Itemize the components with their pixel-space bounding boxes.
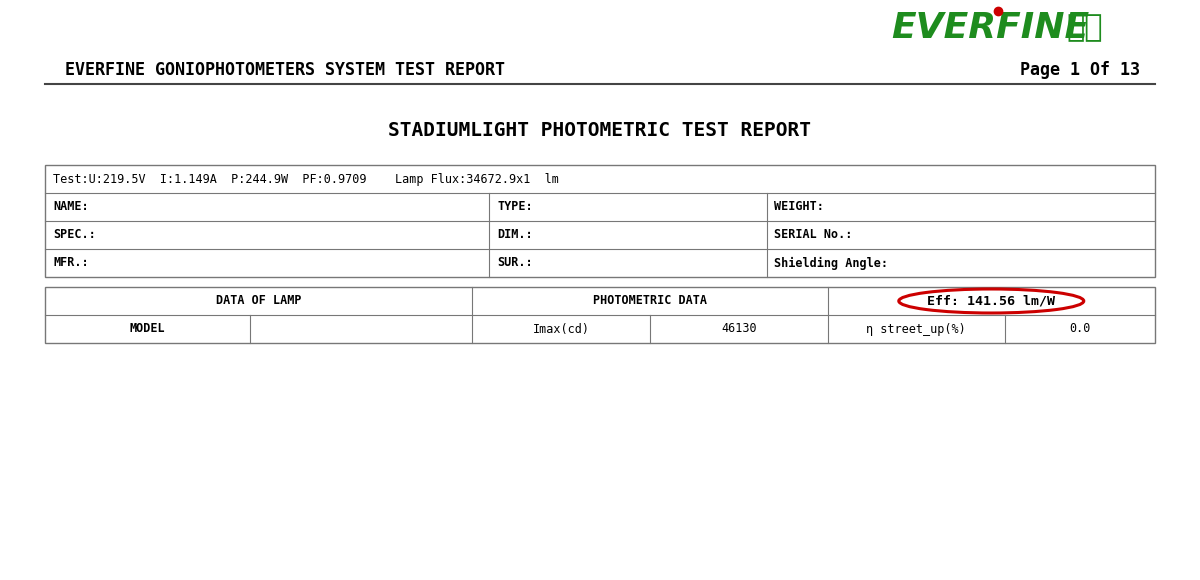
Text: WEIGHT:: WEIGHT: <box>774 201 824 213</box>
Text: 远方: 远方 <box>1067 13 1103 42</box>
Bar <box>46 165 1154 277</box>
Text: SERIAL No.:: SERIAL No.: <box>774 229 853 241</box>
Text: Test:U:219.5V  I:1.149A  P:244.9W  PF:0.9709    Lamp Flux:34672.9x1  lm: Test:U:219.5V I:1.149A P:244.9W PF:0.970… <box>53 172 559 186</box>
Text: MODEL: MODEL <box>130 322 166 335</box>
Text: Shielding Angle:: Shielding Angle: <box>774 256 888 270</box>
Text: 46130: 46130 <box>721 322 756 335</box>
Text: η street_up(%): η street_up(%) <box>866 322 966 335</box>
Bar <box>46 287 1154 343</box>
Text: EVERFINE GONIOPHOTOMETERS SYSTEM TEST REPORT: EVERFINE GONIOPHOTOMETERS SYSTEM TEST RE… <box>65 61 505 79</box>
Text: PHOTOMETRIC DATA: PHOTOMETRIC DATA <box>593 295 707 307</box>
Text: Imax(cd): Imax(cd) <box>533 322 589 335</box>
Text: Eff: 141.56 lm/W: Eff: 141.56 lm/W <box>928 295 1055 307</box>
Text: DIM.:: DIM.: <box>497 229 533 241</box>
Text: SUR.:: SUR.: <box>497 256 533 270</box>
Text: DATA OF LAMP: DATA OF LAMP <box>216 295 301 307</box>
Text: TYPE:: TYPE: <box>497 201 533 213</box>
Text: EVERFINE: EVERFINE <box>890 11 1090 45</box>
Text: STADIUMLIGHT PHOTOMETRIC TEST REPORT: STADIUMLIGHT PHOTOMETRIC TEST REPORT <box>389 121 811 140</box>
Text: MFR.:: MFR.: <box>53 256 89 270</box>
Text: NAME:: NAME: <box>53 201 89 213</box>
Text: 0.0: 0.0 <box>1069 322 1091 335</box>
Text: Page 1 Of 13: Page 1 Of 13 <box>1020 61 1140 79</box>
Text: SPEC.:: SPEC.: <box>53 229 96 241</box>
